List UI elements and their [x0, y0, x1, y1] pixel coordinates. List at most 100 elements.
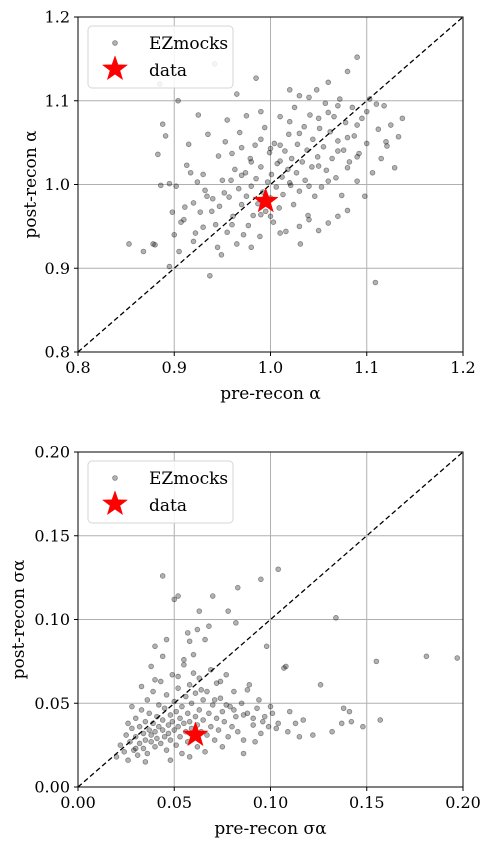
ezmock-point — [167, 757, 174, 763]
ezmock-point — [244, 710, 251, 717]
ezmock-point — [152, 676, 158, 683]
ezmock-point — [234, 91, 240, 97]
ezmock-point — [188, 700, 195, 707]
ezmock-point — [282, 148, 288, 154]
ezmock-point — [213, 680, 220, 686]
x-tick-label: 0.10 — [253, 793, 289, 812]
ezmock-point — [146, 710, 153, 717]
ezmock-point — [163, 636, 170, 643]
ezmock-point — [362, 193, 368, 200]
ezmock-point — [196, 608, 203, 614]
ezmock-point — [113, 754, 120, 760]
ezmock-point — [225, 733, 231, 740]
ezmock-point — [288, 155, 295, 162]
ezmock-point — [221, 190, 228, 196]
ezmock-point — [256, 697, 262, 703]
legend: EZmocks data — [87, 460, 234, 524]
y-axis-label: post-recon σα — [9, 559, 29, 679]
ezmock-point — [182, 204, 188, 210]
ezmock-point — [315, 163, 322, 169]
ezmock-point — [175, 685, 181, 691]
ezmock-point — [136, 740, 143, 747]
ezmock-point — [142, 718, 149, 725]
ezmock-point — [266, 149, 273, 156]
ezmock-point — [423, 653, 430, 660]
ezmock-point — [223, 702, 230, 708]
ezmock-point — [184, 630, 191, 636]
ezmock-point — [296, 130, 303, 137]
ezmock-point — [202, 636, 208, 643]
ezmock-point — [286, 87, 293, 93]
ezmock-point — [186, 682, 193, 688]
ezmock-point — [129, 725, 135, 732]
ezmock-point — [300, 717, 307, 723]
ezmock-point — [181, 720, 187, 727]
ezmock-point — [150, 241, 156, 247]
x-tick-label: 1.1 — [354, 358, 379, 377]
ezmock-point — [169, 209, 176, 215]
ezmock-point — [238, 700, 245, 707]
ezmock-point — [159, 121, 166, 127]
ezmock-point — [148, 732, 154, 738]
ezmock-point — [190, 670, 197, 676]
ezmock-point — [150, 688, 156, 695]
ezmock-point — [121, 749, 127, 755]
ezmock-point — [377, 717, 384, 723]
ezmock-point — [211, 737, 218, 743]
ezmock-point — [157, 678, 164, 685]
ezmock-point — [208, 723, 214, 730]
ezmock-point — [242, 169, 249, 176]
ezmock-point — [275, 720, 282, 727]
ezmock-point — [281, 665, 287, 671]
ezmock-point — [150, 720, 156, 727]
ezmock-point — [243, 193, 250, 200]
ezmock-point — [236, 129, 243, 136]
ezmock-point — [373, 658, 380, 665]
ezmock-point — [267, 213, 274, 220]
x-tick-label: 0.9 — [162, 358, 187, 377]
ezmock-point — [286, 708, 293, 715]
ezmock-point — [225, 608, 231, 614]
ezmock-point — [202, 749, 208, 755]
ezmock-point — [154, 713, 160, 720]
ezmock-point — [342, 119, 349, 126]
ezmock-point — [318, 184, 325, 190]
ezmock-point — [285, 166, 291, 173]
ezmock-point — [262, 208, 269, 215]
ezmock-point — [304, 147, 310, 153]
ezmock-point — [252, 142, 258, 148]
chart-2: 0.000.00 0.05 0.05 0.10 0.10 0.15 0.15 0.20 0.20… — [9, 443, 481, 840]
x-tick-label: 0.15 — [349, 793, 385, 812]
ezmock-point — [354, 178, 360, 184]
ezmock-point — [238, 201, 245, 208]
ezmock-point — [366, 96, 373, 102]
legend: EZmocks data — [87, 25, 234, 89]
ezmock-point — [175, 593, 181, 599]
y-tick-label: 0.00 — [34, 778, 70, 797]
ezmock-point — [359, 115, 365, 122]
ezmock-point — [335, 213, 341, 220]
ezmock-point — [238, 144, 245, 151]
ezmock-point — [152, 743, 158, 750]
ezmock-point — [265, 723, 272, 730]
y-tick-label: 0.10 — [34, 610, 70, 629]
ezmock-point — [258, 211, 264, 218]
ezmock-point — [169, 671, 176, 678]
ezmock-point — [296, 92, 303, 99]
ezmock-point — [131, 747, 137, 753]
ezmock-point — [273, 725, 280, 732]
ezmock-point — [240, 231, 247, 238]
ezmock-point — [186, 754, 193, 760]
ezmock-point — [381, 102, 387, 109]
ezmock-point — [215, 727, 222, 733]
ezmock-point — [351, 133, 358, 139]
x-tick-label: 0.05 — [156, 793, 192, 812]
ezmock-point — [207, 272, 213, 279]
ezmock-point — [331, 113, 337, 120]
x-tick-label: 0.00 — [60, 793, 96, 812]
ezmock-point — [388, 122, 394, 128]
ezmock-point — [292, 720, 299, 727]
ezmock-point — [244, 687, 251, 693]
ezmock-point — [134, 752, 141, 758]
